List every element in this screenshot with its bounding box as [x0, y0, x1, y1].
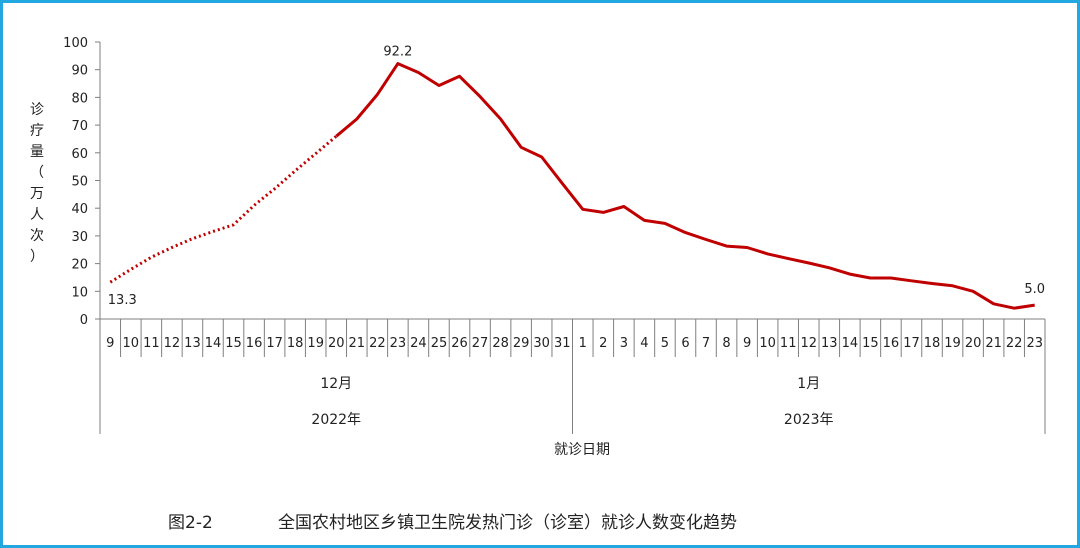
x-tick-label: 18 — [924, 336, 941, 351]
x-tick-label: 31 — [554, 336, 571, 351]
x-tick-label: 9 — [743, 336, 751, 351]
y-tick-label: 70 — [71, 119, 88, 134]
data-label: 5.0 — [1024, 282, 1045, 297]
x-tick-label: 3 — [620, 336, 628, 351]
x-tick-label: 13 — [184, 336, 201, 351]
x-tick-label: 23 — [390, 336, 407, 351]
x-year-label: 2023年 — [784, 412, 834, 428]
x-tick-label: 7 — [702, 336, 710, 351]
y-axis: 0 10 20 30 40 50 60 70 80 90 100 — [63, 36, 101, 328]
x-tick-label: 15 — [862, 336, 879, 351]
x-year-label: 2022年 — [311, 412, 361, 428]
x-tick-label: 29 — [513, 336, 530, 351]
caption-number: 图2-2 — [168, 513, 213, 533]
x-tick-label: 10 — [123, 336, 140, 351]
data-label: 13.3 — [108, 293, 137, 308]
x-tick-label: 14 — [842, 336, 859, 351]
y-tick-label: 40 — [71, 202, 88, 217]
x-tick-label: 26 — [451, 336, 468, 351]
x-tick-label: 19 — [944, 336, 961, 351]
series-dotted-segment — [109, 135, 338, 284]
x-tick-label: 17 — [266, 336, 283, 351]
y-axis-title-char: 疗 — [30, 123, 44, 139]
y-axis-title-char: 人 — [30, 207, 44, 223]
y-tick-label: 10 — [71, 285, 88, 300]
caption-title: 全国农村地区乡镇卫生院发热门诊（诊室）就诊人数变化趋势 — [278, 513, 737, 533]
y-tick-label: 20 — [71, 258, 88, 273]
x-tick-label: 11 — [143, 336, 160, 351]
x-axis: 9 10 11 12 13 14 15 16 17 18 19 20 21 22 23 24 25 26 27 28 2… — [99, 318, 1046, 434]
y-axis-title-char: （ — [30, 165, 44, 181]
x-tick-label: 21 — [985, 336, 1002, 351]
y-tick-label: 30 — [71, 230, 88, 245]
x-tick-label: 18 — [287, 336, 304, 351]
x-tick-label: 30 — [533, 336, 550, 351]
x-tick-label: 9 — [106, 336, 114, 351]
x-tick-label: 19 — [307, 336, 324, 351]
x-month-label: 12月 — [320, 376, 352, 392]
x-tick-label: 24 — [410, 336, 427, 351]
y-axis-title-char: 次 — [30, 228, 44, 244]
y-axis-title-char: ） — [30, 249, 44, 265]
x-tick-label: 20 — [328, 336, 345, 351]
x-tick-label: 10 — [759, 336, 776, 351]
x-tick-label: 25 — [431, 336, 448, 351]
x-tick-label: 2 — [599, 336, 607, 351]
data-labels: 13.3 92.2 5.0 — [108, 45, 1045, 309]
x-tick-label: 28 — [492, 336, 509, 351]
x-tick-label: 12 — [800, 336, 817, 351]
x-tick-label: 27 — [472, 336, 489, 351]
x-tick-label: 13 — [821, 336, 838, 351]
x-tick-label: 21 — [349, 336, 366, 351]
y-tick-label: 100 — [63, 36, 88, 51]
x-tick-label: 6 — [681, 336, 689, 351]
x-tick-label: 15 — [225, 336, 242, 351]
x-tick-label: 5 — [661, 336, 669, 351]
x-tick-label: 22 — [369, 336, 386, 351]
x-axis-title: 就诊日期 — [554, 442, 610, 458]
y-tick-label: 0 — [80, 313, 88, 328]
y-axis-title-char: 万 — [30, 186, 44, 202]
x-month-label: 1月 — [797, 376, 820, 392]
y-tick-label: 90 — [71, 64, 88, 79]
x-tick-label: 14 — [205, 336, 222, 351]
x-tick-label: 23 — [1026, 336, 1043, 351]
data-label: 92.2 — [383, 45, 412, 60]
y-tick-label: 80 — [71, 91, 88, 106]
x-tick-label: 1 — [579, 336, 587, 351]
y-axis-title-char: 诊 — [30, 102, 44, 118]
series-line — [109, 62, 1035, 310]
x-tick-label: 11 — [780, 336, 797, 351]
x-tick-label: 12 — [164, 336, 181, 351]
y-axis-title-char: 量 — [30, 144, 44, 160]
x-tick-label: 20 — [965, 336, 982, 351]
x-tick-label: 16 — [246, 336, 263, 351]
series-solid-segment — [335, 62, 1035, 310]
y-tick-label: 60 — [71, 147, 88, 162]
y-tick-label: 50 — [71, 175, 88, 190]
x-tick-label: 22 — [1006, 336, 1023, 351]
x-tick-label: 4 — [640, 336, 648, 351]
x-tick-label: 16 — [883, 336, 900, 351]
y-axis-title: 诊疗量 （ 万人次 ） — [30, 102, 44, 265]
x-tick-label: 8 — [722, 336, 730, 351]
x-tick-label: 17 — [903, 336, 920, 351]
